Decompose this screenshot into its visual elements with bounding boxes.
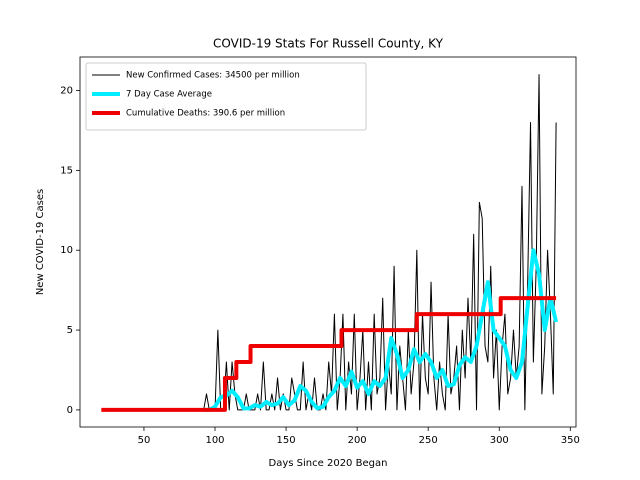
- x-axis-label: Days Since 2020 Began: [269, 458, 388, 469]
- series-line: [203, 74, 557, 411]
- legend-label: 7 Day Case Average: [126, 90, 212, 100]
- series-line: [101, 296, 557, 412]
- series-line: [203, 248, 559, 412]
- y-axis-label: New COVID-19 Cases: [35, 189, 46, 295]
- x-tick-label: 350: [561, 435, 580, 446]
- x-tick-label: 100: [205, 435, 224, 446]
- legend-label: Cumulative Deaths: 390.6 per million: [126, 109, 285, 119]
- y-tick-label: 5: [67, 325, 73, 336]
- x-tick-label: 300: [490, 435, 509, 446]
- y-tick-label: 15: [60, 165, 73, 176]
- y-tick-label: 0: [67, 405, 73, 416]
- plot-frame: [79, 56, 577, 428]
- x-tick-label: 50: [138, 435, 151, 446]
- legend-label: New Confirmed Cases: 34500 per million: [126, 71, 300, 81]
- x-tick-label: 150: [277, 435, 296, 446]
- chart-title: COVID-19 Stats For Russell County, KY: [213, 37, 444, 51]
- y-tick-label: 20: [60, 86, 73, 97]
- legend-box: [85, 62, 367, 131]
- y-tick-label: 10: [60, 245, 73, 256]
- x-tick-label: 200: [348, 435, 367, 446]
- x-tick-label: 250: [419, 435, 438, 446]
